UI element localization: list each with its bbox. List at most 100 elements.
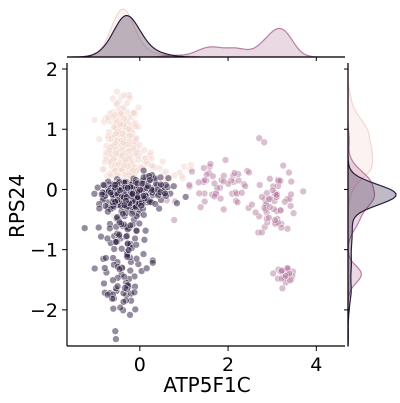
scatter-point [173,199,181,207]
scatter-point [143,264,151,272]
scatter-point [146,176,154,184]
scatter-point [272,191,281,199]
scatter-point [109,113,117,121]
scatter-point [279,161,287,170]
scatter-point [271,216,279,224]
scatter-point [113,87,121,96]
scatter-point [209,172,217,180]
scatter-point [95,204,103,213]
x-tick-label: 2 [222,354,234,376]
scatter-point [110,245,118,253]
scatter-point [131,305,139,314]
scatter-point [97,232,105,241]
scatter-point [113,282,122,290]
scatter-point [106,224,114,233]
scatter-point [283,225,292,233]
scatter-point [161,189,169,198]
scatter-point [123,99,131,107]
scatter-point [112,335,120,343]
scatter-point [102,254,110,262]
scatter-point [221,156,230,164]
scatter-point [90,116,99,124]
scatter-point [180,163,188,171]
scatter-point [286,202,295,210]
scatter-point [137,202,145,210]
right-marginal-kde [344,63,397,347]
scatter-point [111,198,119,206]
scatter-point [155,164,164,172]
scatter-point [210,192,219,200]
top-marginal-kde [67,8,345,61]
scatter-point [116,120,124,128]
scatter-point [109,305,117,313]
y-tick-label: 2 [46,59,58,81]
scatter-point [105,146,113,154]
scatter-point [132,227,141,235]
scatter-point [99,181,108,189]
scatter-point [130,288,139,296]
scatter-point [140,146,148,154]
scatter-point [201,197,209,206]
scatter-point [118,245,126,253]
scatter-point [234,176,243,185]
scatter-point [200,164,208,172]
scatter-point [203,170,211,179]
scatter-point [81,224,89,232]
y-tick-label: −1 [30,240,58,262]
scatter-point [281,272,290,280]
y-axis-label: RPS24 [5,174,29,238]
scatter-point [123,253,131,261]
scatter-point [112,129,120,137]
scatter-point [220,205,228,214]
scatter-point [128,190,137,198]
scatter-point [255,134,263,142]
scatter-point [125,131,134,140]
scatter-point [126,266,134,275]
scatter-point [155,204,163,213]
scatter-point [281,198,289,206]
scatter-point [206,160,215,168]
scatter-point [210,179,219,188]
scatter-point [130,109,138,117]
scatter-point [287,190,295,199]
scatter-point [128,210,136,218]
scatter-point [111,327,119,335]
scatter-point [157,180,165,189]
scatter-point [115,265,124,273]
scatter-point [129,166,137,175]
scatter-point [141,227,150,235]
scatter-point [188,167,196,176]
scatter-point [90,190,99,198]
scatter-point [140,236,149,244]
x-tick-label: 4 [310,354,322,376]
scatter-point [238,189,246,197]
scatter-point [266,203,274,211]
right-kde-curve [347,63,397,347]
scatter-point [139,192,148,200]
scatter-point [233,198,242,206]
scatter-point [260,138,268,146]
y-tick-label: −2 [30,300,58,322]
scatter-point [125,246,133,254]
scatter-point [164,174,173,182]
scatter-point [159,158,167,166]
scatter-point [95,135,103,143]
scatter-point [125,147,134,155]
axes: 0 2 4 2 1 0 −1 −2 [30,59,345,376]
scatter-point [195,189,203,198]
scatter-point [299,187,307,196]
x-tick-label: 0 [134,354,146,376]
scatter-point [195,178,203,186]
scatter-point [230,169,239,177]
scatter-point [109,94,117,103]
scatter-point [252,208,260,217]
scatter-point [162,167,170,176]
scatter-point [131,149,140,158]
scatter-points [81,87,307,343]
scatter-point [125,125,133,133]
scatter-point [109,276,117,284]
scatter-point [132,135,141,143]
scatter-point [104,208,112,216]
scatter-point [134,103,143,112]
